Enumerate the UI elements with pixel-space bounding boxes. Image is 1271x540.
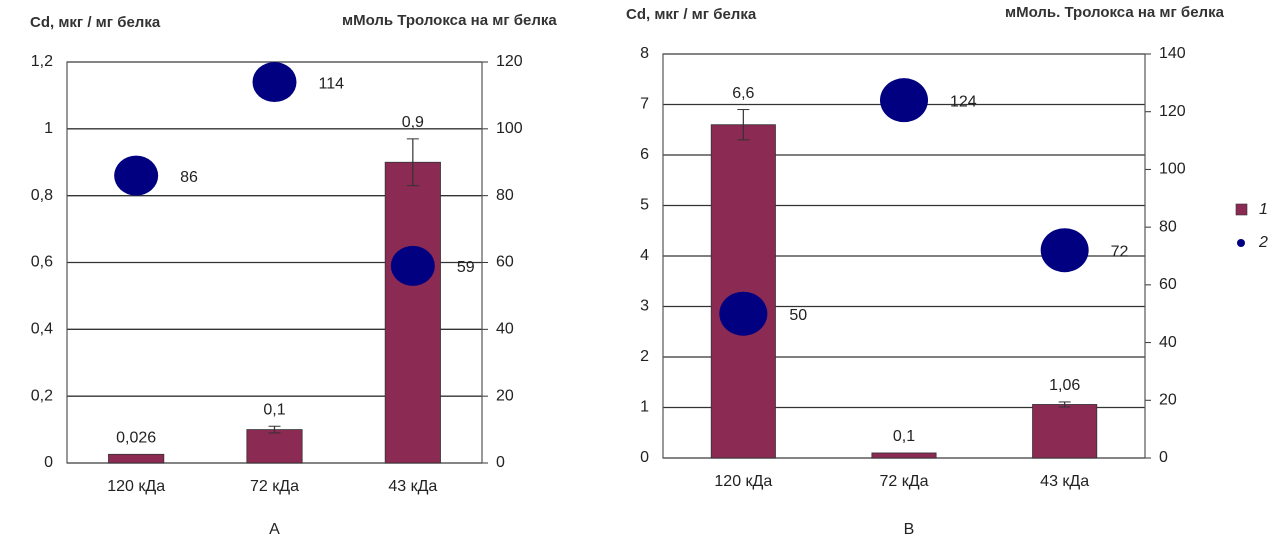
bar [710,124,776,459]
x-tick-label: 72 кДа [250,478,299,495]
y2-tick-label: 40 [496,321,514,338]
dot-label: 124 [950,93,977,110]
y2-tick-label: 120 [496,53,523,70]
y-tick-label: 2 [640,348,649,365]
dot-label: 72 [1111,243,1129,260]
x-tick-label: 120 кДа [107,478,165,495]
y2-tick-label: 40 [1159,334,1177,351]
dot-label: 114 [319,75,345,92]
y-tick-label: 4 [640,247,649,264]
y-axis-title: Cd, мкг / мг белка [626,6,757,23]
y2-tick-label: 100 [1159,161,1186,178]
y-tick-label: 1 [640,399,649,416]
x-tick-label: 120 кДа [714,473,772,490]
dot [390,245,435,286]
panel-label: А [269,521,280,538]
y-tick-label: 0 [640,449,649,466]
y-tick-label: 0,8 [31,187,53,204]
y2-tick-label: 100 [496,120,523,137]
legend-marker [1235,203,1248,216]
dot [252,62,297,103]
y2-tick-label: 0 [1159,449,1168,466]
y-tick-label: 0,2 [31,387,53,404]
y-tick-label: 1 [44,120,53,137]
y2-axis-title: мМоль. Тролокса на мг белка [1005,4,1224,21]
bar [384,161,441,464]
bar [1032,404,1098,459]
y-tick-label: 1,2 [31,53,53,70]
dot [719,291,768,336]
dot-label: 50 [789,307,807,324]
value-label: 0,1 [263,401,285,418]
y-tick-label: 0 [44,454,53,471]
dot [1040,228,1089,273]
y2-tick-label: 60 [1159,276,1177,293]
y2-axis-title: мМоль Тролокса на мг белка [342,12,557,29]
y-tick-label: 0,4 [31,321,53,338]
y-tick-label: 0,6 [31,254,53,271]
panel-label: В [904,521,915,538]
y2-tick-label: 120 [1159,103,1186,120]
x-tick-label: 43 кДа [1040,473,1089,490]
dot-label: 86 [180,169,198,186]
y2-tick-label: 20 [496,387,514,404]
y-tick-label: 7 [640,96,649,113]
value-label: 1,06 [1049,377,1080,394]
y2-tick-label: 80 [1159,218,1177,235]
value-label: 0,1 [893,428,915,445]
y2-tick-label: 140 [1159,45,1186,62]
y2-tick-label: 0 [496,454,505,471]
y-axis-title: Cd, мкг / мг белка [30,14,161,31]
dot-label: 59 [457,259,475,276]
x-tick-label: 43 кДа [388,478,437,495]
y-tick-label: 3 [640,298,649,315]
bar [246,429,303,464]
bar [871,452,937,459]
value-label: 6,6 [732,85,754,102]
y-tick-label: 8 [640,45,649,62]
legend-label: 2 [1258,234,1268,251]
y2-tick-label: 60 [496,254,514,271]
bar [108,453,165,464]
value-label: 0,026 [116,430,156,447]
x-tick-label: 72 кДа [880,473,929,490]
legend-label: 1 [1259,201,1268,218]
dot [114,155,159,196]
y2-tick-label: 80 [496,187,514,204]
y-tick-label: 5 [640,197,649,214]
legend-marker [1237,239,1245,247]
y2-tick-label: 20 [1159,392,1177,409]
dot [880,78,928,123]
y-tick-label: 6 [640,146,649,163]
value-label: 0,9 [402,114,424,131]
